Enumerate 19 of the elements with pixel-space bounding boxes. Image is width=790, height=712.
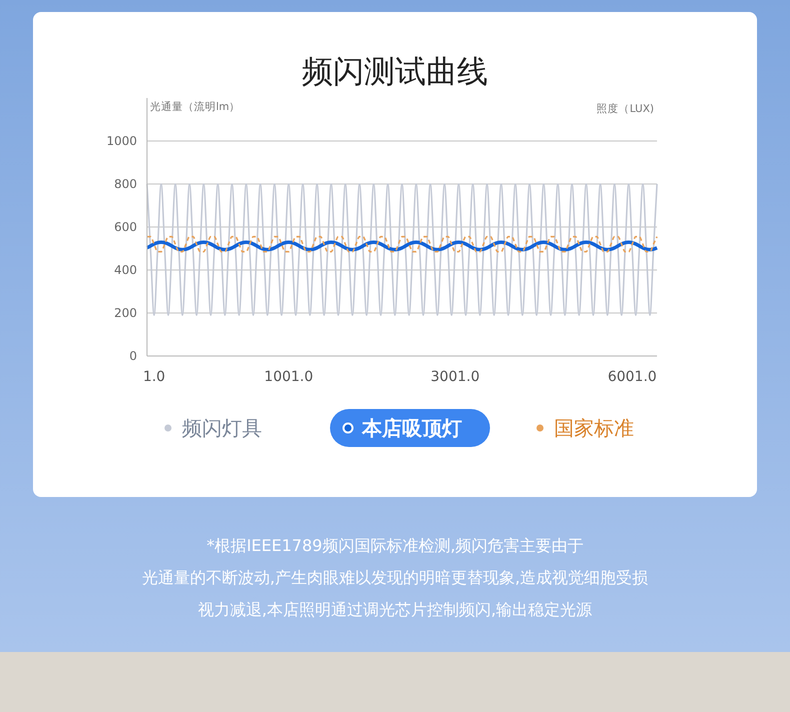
y-tick-label: 600 xyxy=(114,220,137,234)
x-tick-label: 1001.0 xyxy=(264,369,314,385)
x-tick-label: 6001.0 xyxy=(608,369,657,385)
y-axis-title: 光通量（流明lm） xyxy=(150,100,240,113)
x-tick-label: 1.0 xyxy=(142,369,166,385)
chart-title: 频闪测试曲线 xyxy=(302,54,488,90)
y-tick-label: 800 xyxy=(114,177,137,192)
text: 视力减退,本店照明通过调光芯片控制频闪,输出稳定光源 xyxy=(198,600,592,619)
y-tick-label: 400 xyxy=(114,263,137,278)
legend-label: 本店吸顶灯 xyxy=(361,416,462,440)
text: *根据IEEE1789频闪国际标准检测,频闪危害主要由于 xyxy=(206,536,584,555)
legend-label: 国家标准 xyxy=(554,416,634,440)
y-tick-label: 1000 xyxy=(106,134,137,148)
y2-axis-title: 照度（LUX) xyxy=(596,102,654,115)
y-tick-label: 200 xyxy=(114,306,137,320)
y-tick-label: 0 xyxy=(129,349,137,364)
text: 光通量的不断波动,产生肉眼难以发现的明暗更替现象,造成视觉细胞受损 xyxy=(142,568,648,587)
x-tick-label: 3001.0 xyxy=(430,369,480,385)
legend-label: 频闪灯具 xyxy=(182,416,262,440)
